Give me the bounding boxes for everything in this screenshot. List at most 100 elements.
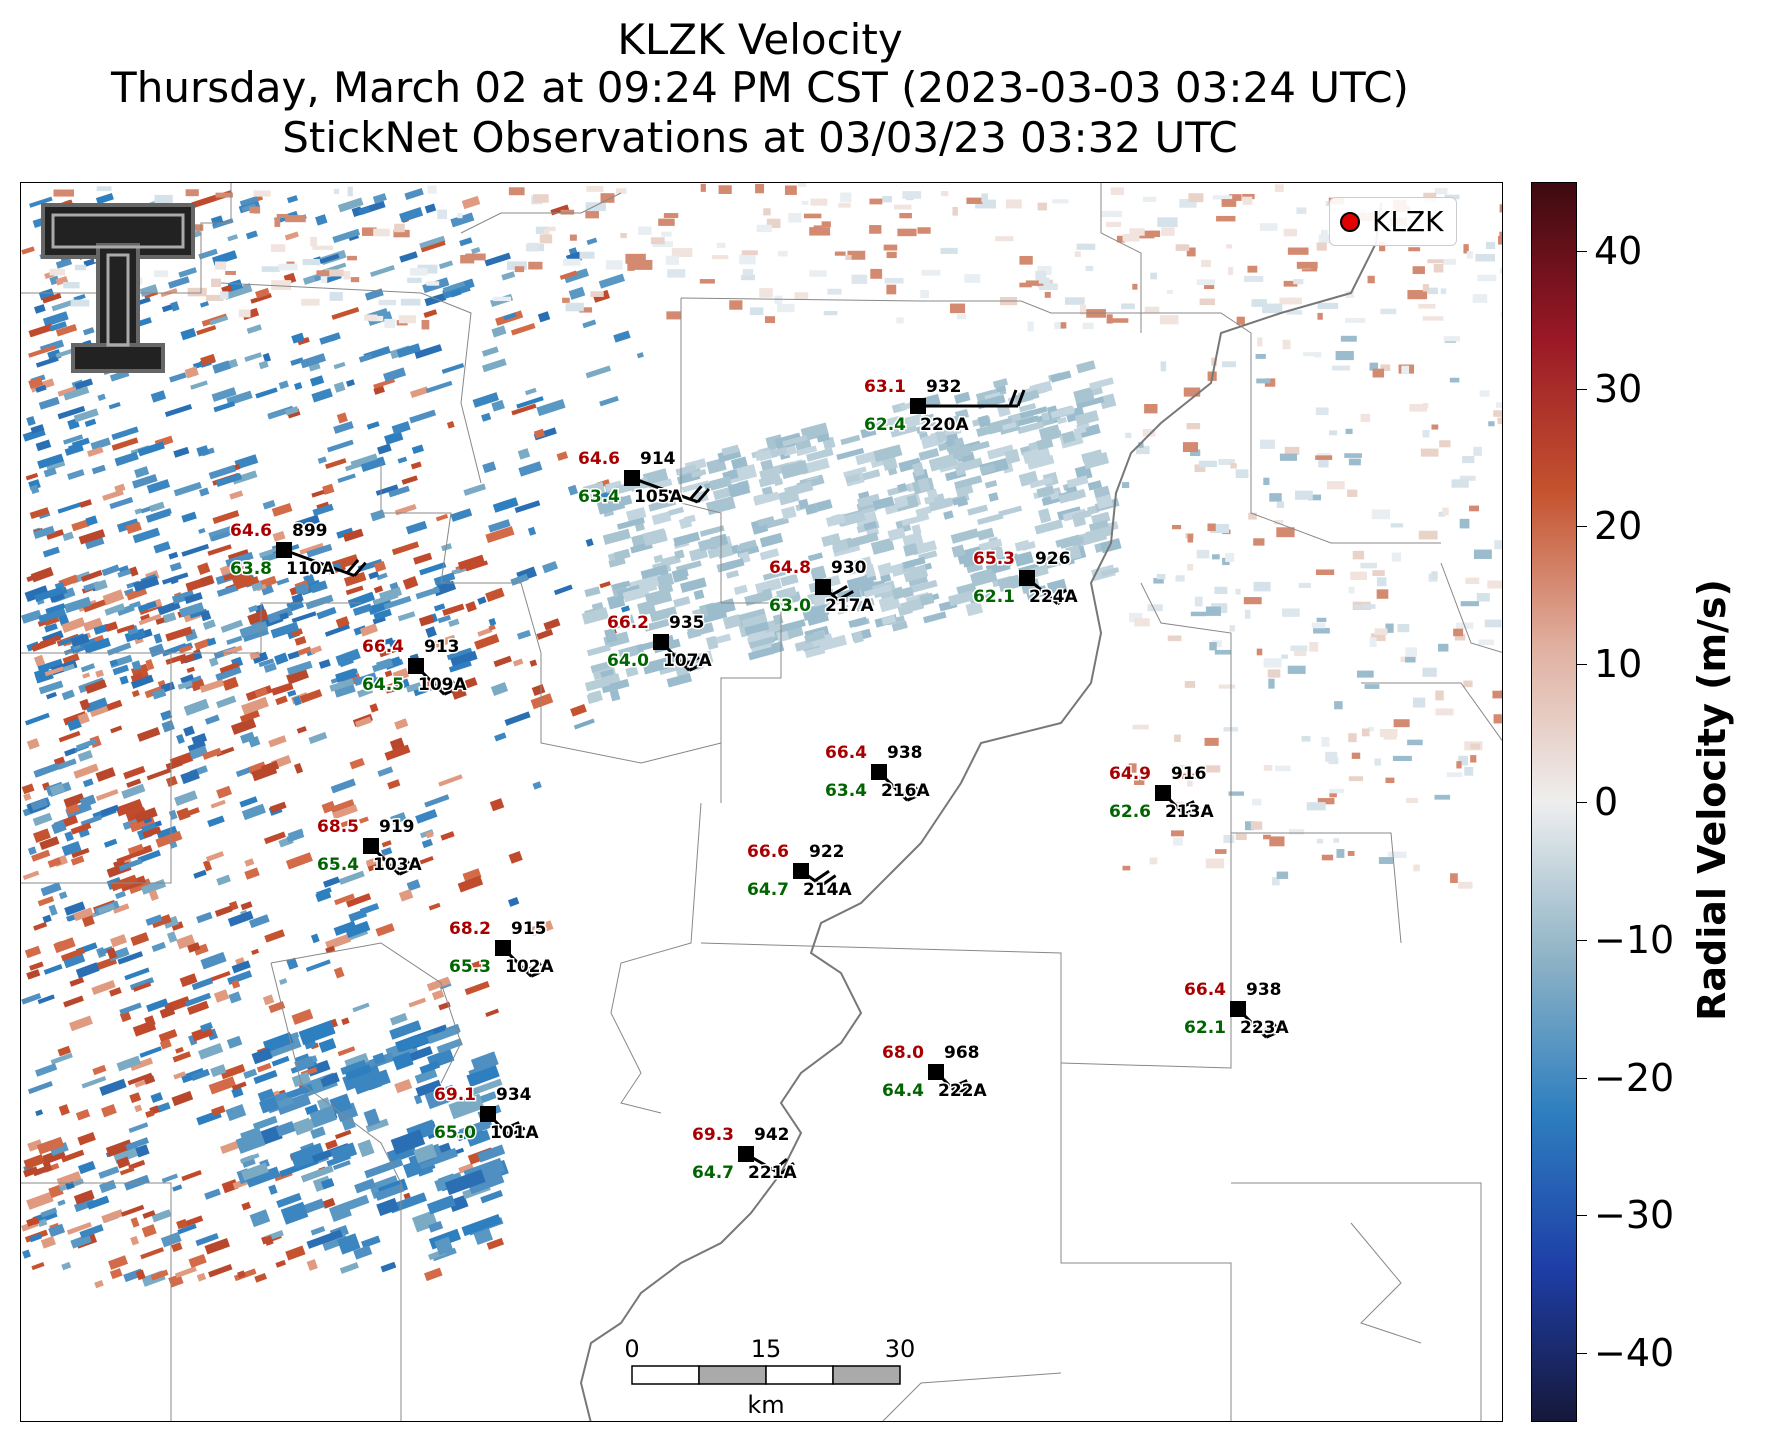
station-probe-id: 102A	[505, 957, 554, 977]
station-dewpoint: 63.0	[769, 596, 811, 616]
station-temperature: 68.2	[449, 919, 491, 939]
station-pressure: 913	[424, 637, 460, 657]
wind-barb-flag	[820, 874, 837, 887]
station-temperature: 66.2	[607, 613, 649, 633]
station-213A[interactable]: 64.9 916 62.6 213A	[1108, 763, 1216, 824]
wind-barb-flag	[901, 786, 918, 796]
wind-barb-flag	[530, 967, 548, 978]
station-temperature: 69.1	[434, 1085, 476, 1105]
wind-barb-flag	[831, 585, 848, 597]
colorbar-tick	[1577, 526, 1587, 528]
station-probe-id: 221A	[748, 1163, 797, 1183]
wind-barb-flag	[1056, 594, 1074, 606]
station-temperature: 68.5	[317, 817, 359, 837]
county-boundaries	[21, 183, 1502, 1421]
station-temperature: 64.6	[578, 449, 620, 469]
station-temperature: 66.4	[1184, 980, 1226, 1000]
colorbar-tick-label: 20	[1594, 504, 1643, 549]
colorbar-tick	[1577, 1077, 1587, 1079]
station-probe-id: 214A	[803, 880, 852, 900]
colorbar-tick-label: −40	[1594, 1331, 1675, 1376]
station-marker-icon	[793, 863, 809, 879]
station-dewpoint: 62.4	[864, 415, 906, 435]
station-dewpoint: 62.1	[1184, 1018, 1226, 1038]
radar-velocity-field	[21, 183, 1502, 1289]
title-line-1: KLZK Velocity	[617, 15, 903, 64]
station-217A[interactable]: 64.8 930 63.0 217A	[768, 557, 876, 618]
station-temperature: 66.6	[747, 842, 789, 862]
station-109A[interactable]: 66.4 913 64.5 109A	[361, 636, 469, 697]
station-223A[interactable]: 66.4 938 62.1 223A	[1183, 979, 1291, 1040]
wind-barb-shaft	[283, 548, 355, 578]
station-105A[interactable]: 64.6 914 63.4 105A	[577, 448, 711, 509]
station-probe-id: 223A	[1240, 1018, 1289, 1038]
scale-unit: km	[747, 1391, 784, 1419]
colorbar-tick-label: 40	[1594, 228, 1643, 273]
colorbar-tick	[1577, 939, 1587, 941]
scale-tick-15: 15	[751, 1335, 782, 1363]
station-probe-id: 213A	[1165, 802, 1214, 822]
colorbar-tick	[1577, 250, 1587, 252]
scale-tick-30: 30	[885, 1335, 916, 1363]
map-legend: KLZK	[1329, 197, 1457, 246]
station-222A[interactable]: 68.0 968 64.4 222A	[881, 1042, 989, 1103]
scale-bar: 0 15 30 km	[624, 1335, 915, 1419]
station-probe-id: 110A	[286, 559, 335, 579]
wind-barb-flag	[1050, 588, 1068, 600]
station-101A[interactable]: 69.1 934 65.0 101A	[433, 1084, 541, 1145]
wind-barb-flag	[393, 860, 410, 870]
station-marker-icon	[871, 764, 887, 780]
station-dewpoint: 65.0	[434, 1123, 476, 1143]
station-probe-id: 105A	[634, 487, 683, 507]
wind-barb-flag	[956, 1084, 974, 1095]
station-214A[interactable]: 66.6 922 64.7 214A	[746, 841, 854, 902]
station-dewpoint: 64.7	[692, 1163, 734, 1183]
wind-barb-flag	[1177, 800, 1195, 810]
station-probe-id: 224A	[1029, 587, 1078, 607]
river-line	[579, 202, 1382, 1421]
station-221A[interactable]: 69.3 942 64.7 221A	[691, 1124, 799, 1185]
colorbar-tick	[1577, 1353, 1587, 1355]
station-marker-icon	[815, 579, 831, 595]
wind-barb-flag	[502, 1121, 520, 1131]
colorbar-tick	[1577, 802, 1587, 803]
station-pressure: 922	[809, 842, 845, 862]
station-probe-id: 220A	[920, 415, 969, 435]
station-dewpoint: 63.8	[230, 559, 272, 579]
station-marker-icon	[1155, 785, 1171, 801]
station-216A[interactable]: 66.4 938 63.4 216A	[824, 742, 932, 803]
station-224A[interactable]: 65.3 926 62.1 224A	[972, 548, 1080, 609]
station-pressure: 916	[1171, 764, 1207, 784]
station-dewpoint: 65.3	[449, 957, 491, 977]
wind-barb-flag	[443, 685, 461, 696]
colorbar	[1531, 182, 1577, 1422]
station-107A[interactable]: 66.2 935 64.0 107A	[606, 612, 714, 673]
station-102A[interactable]: 68.2 915 65.3 102A	[448, 918, 556, 979]
station-103A[interactable]: 68.5 919 65.4 103A	[316, 816, 424, 877]
wind-barb-flag	[688, 661, 706, 672]
colorbar-tick-label: 10	[1594, 642, 1643, 687]
station-pressure: 935	[669, 613, 705, 633]
station-pressure: 934	[496, 1085, 532, 1105]
texas-tech-logo	[41, 203, 195, 373]
station-dewpoint: 62.1	[973, 587, 1015, 607]
colorbar-tick-label: −20	[1594, 1055, 1675, 1100]
station-marker-icon	[276, 542, 292, 558]
station-pressure: 899	[292, 521, 328, 541]
station-marker-icon	[1230, 1001, 1246, 1017]
station-220A[interactable]: 63.1 932 62.4 220A	[863, 376, 1026, 437]
station-marker-icon	[408, 658, 424, 674]
colorbar-tick-label: 0	[1594, 780, 1619, 824]
wind-barb-flag	[772, 1157, 788, 1172]
station-pressure: 968	[944, 1043, 980, 1063]
station-marker-icon	[495, 940, 511, 956]
station-pressure: 914	[640, 449, 676, 469]
wind-barb-flag	[814, 869, 830, 882]
colorbar-title: Radial Velocity (m/s)	[1690, 579, 1734, 1021]
wind-barb-flag	[950, 1079, 968, 1089]
station-dewpoint: 62.6	[1109, 802, 1151, 822]
colorbar-tick	[1577, 1215, 1587, 1217]
station-110A[interactable]: 64.6 899 63.8 110A	[229, 520, 367, 581]
station-dewpoint: 64.5	[362, 675, 404, 695]
radar-map[interactable]: 63.1 932 62.4 220A 64.6 914 63.4 105A 64.6 899 63.…	[20, 182, 1503, 1422]
